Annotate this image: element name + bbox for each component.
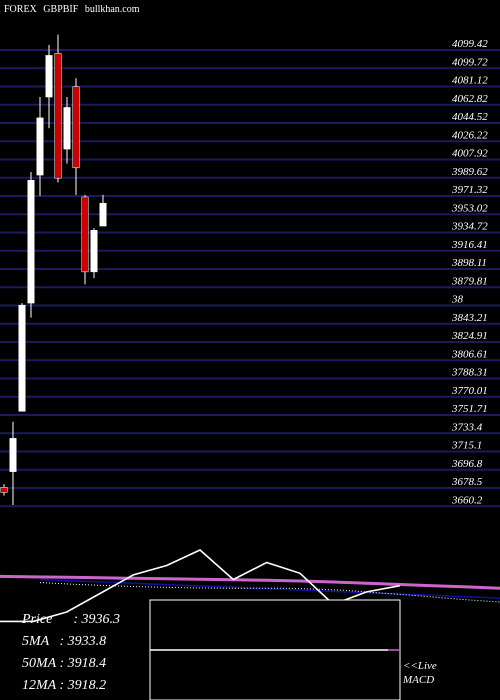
legend-price-label: Price [22,612,53,627]
candle-body [36,117,44,176]
y-tick-label: 3788.31 [451,367,488,379]
candle-body [27,180,35,304]
legend-50ma-value: 3918.4 [67,656,107,671]
y-tick-label: 3989.62 [451,166,488,178]
y-tick-label: 38 [451,294,464,306]
y-tick-label: 3879.81 [451,275,488,287]
y-tick-label: 4099.42 [452,38,488,50]
y-tick-label: 3770.01 [451,385,488,397]
indicator-line-50ma [0,574,500,590]
legend-12ma-value: 3918.2 [67,678,107,693]
y-tick-label: 4062.82 [452,93,488,105]
y-tick-label: 3696.8 [451,458,483,470]
candle-body [81,196,89,273]
candle-body [54,53,62,179]
y-tick-label: 3916.41 [451,239,488,251]
legend-12ma-label: 12MA [22,678,56,693]
y-tick-label: 3751.71 [451,403,488,415]
candle-body [45,55,53,98]
candle-body [18,304,26,412]
chart-title: FOREX GBPBIF bullkhan.com [4,4,140,15]
legend-12ma: 12MA : 3918.2 [22,678,107,693]
y-tick-label: 3733.4 [451,421,483,433]
legend-50ma-label: 50MA [22,656,56,671]
candle-body [99,202,107,227]
candle-body [9,438,17,472]
site-label: bullkhan.com [84,4,140,15]
y-tick-label: 4081.12 [452,75,488,87]
y-tick-label: 3715.1 [451,440,482,452]
legend-price: Price : 3936.3 [22,612,121,627]
y-tick-label: 3898.11 [451,257,487,269]
legend-5ma-value: 3933.8 [67,634,107,649]
symbol-label: GBPBIF [43,4,79,15]
legend-price-value: 3936.3 [81,612,121,627]
legend-5ma-label: 5MA [22,634,49,649]
candle-body [0,487,8,493]
y-tick-label: 3971.32 [451,184,488,196]
y-tick-label: 4007.92 [452,148,488,160]
y-tick-label: 3660.2 [451,494,483,506]
y-tick-label: 4044.52 [452,111,488,123]
candle-body [63,107,71,150]
live-label: <<Live [403,660,437,672]
y-tick-label: 3843.21 [451,312,488,324]
candle-body [72,86,80,169]
y-tick-label: 3934.72 [451,221,488,233]
y-tick-label: 3824.91 [451,330,488,342]
legend-50ma: 50MA : 3918.4 [22,656,107,671]
y-tick-label: 4099.72 [452,56,488,68]
y-tick-label: 4026.22 [452,129,488,141]
y-tick-label: 3678.5 [451,476,483,488]
y-tick-label: 3953.02 [451,202,488,214]
legend-5ma: 5MA : 3933.8 [22,634,107,649]
macd-label: MACD [403,674,435,686]
candle-body [90,229,98,273]
indicator-line-12ma [39,578,500,599]
y-tick-label: 3806.61 [451,348,488,360]
exchange-label: FOREX [4,4,37,15]
